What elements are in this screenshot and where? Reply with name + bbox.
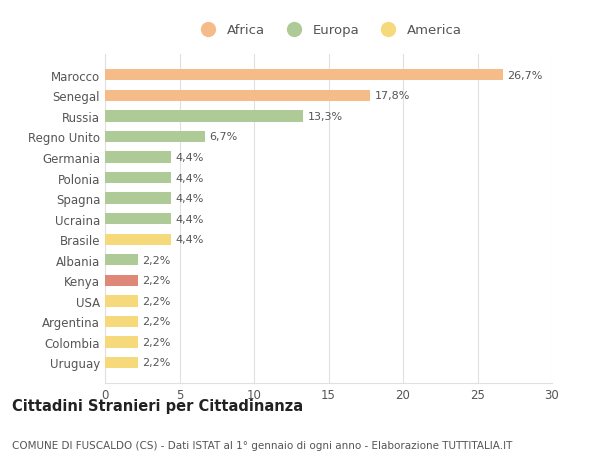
Bar: [105, 357, 138, 368]
Text: 2,2%: 2,2%: [142, 296, 170, 306]
Bar: [105, 70, 503, 81]
Text: 2,2%: 2,2%: [142, 337, 170, 347]
Text: 4,4%: 4,4%: [175, 214, 203, 224]
Text: 13,3%: 13,3%: [308, 112, 343, 122]
Bar: [105, 316, 138, 327]
Text: 26,7%: 26,7%: [508, 71, 542, 81]
Bar: [105, 296, 138, 307]
Bar: [105, 173, 170, 184]
Text: COMUNE DI FUSCALDO (CS) - Dati ISTAT al 1° gennaio di ogni anno - Elaborazione T: COMUNE DI FUSCALDO (CS) - Dati ISTAT al …: [12, 440, 512, 450]
Legend: Africa, Europa, America: Africa, Europa, America: [190, 19, 467, 43]
Text: 2,2%: 2,2%: [142, 317, 170, 327]
Bar: [105, 132, 205, 143]
Bar: [105, 213, 170, 225]
Bar: [105, 275, 138, 286]
Text: 2,2%: 2,2%: [142, 276, 170, 285]
Bar: [105, 234, 170, 245]
Text: 4,4%: 4,4%: [175, 173, 203, 183]
Bar: [105, 90, 370, 102]
Bar: [105, 336, 138, 348]
Bar: [105, 255, 138, 266]
Text: 4,4%: 4,4%: [175, 235, 203, 245]
Text: 6,7%: 6,7%: [209, 132, 238, 142]
Bar: [105, 193, 170, 204]
Text: 2,2%: 2,2%: [142, 358, 170, 368]
Bar: [105, 152, 170, 163]
Text: 4,4%: 4,4%: [175, 153, 203, 162]
Text: 17,8%: 17,8%: [374, 91, 410, 101]
Bar: [105, 111, 303, 122]
Text: 4,4%: 4,4%: [175, 194, 203, 204]
Text: Cittadini Stranieri per Cittadinanza: Cittadini Stranieri per Cittadinanza: [12, 398, 303, 413]
Text: 2,2%: 2,2%: [142, 255, 170, 265]
